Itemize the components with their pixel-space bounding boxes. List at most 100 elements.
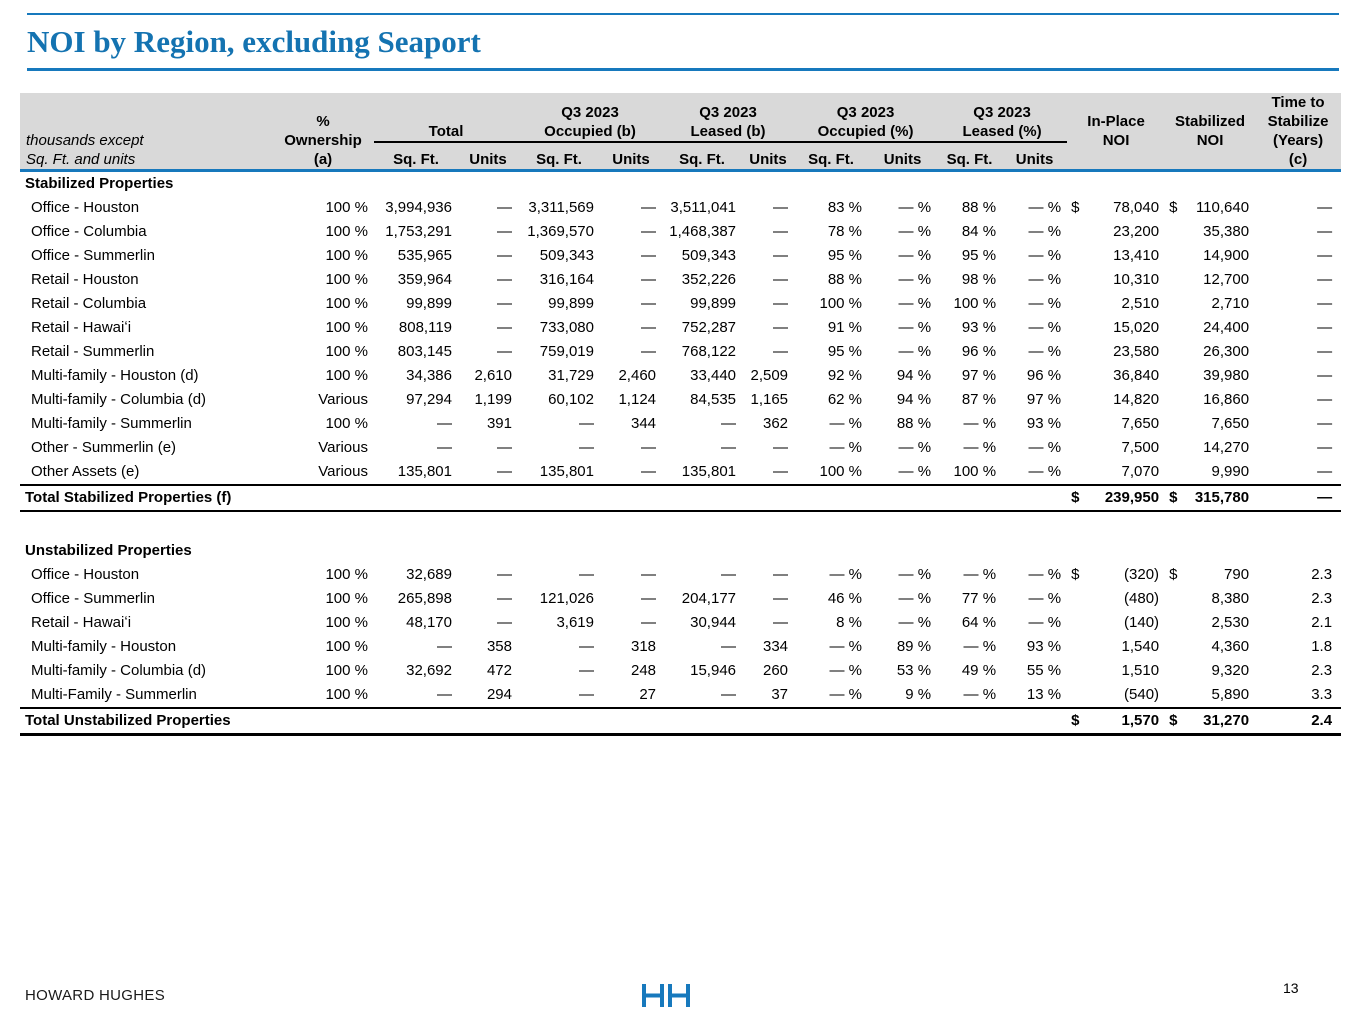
currency-symbol [1071,268,1075,292]
value-cell-6: — [773,343,789,360]
value-cell-2: — [497,343,512,360]
currency-symbol [1071,412,1075,436]
currency-symbol [1071,436,1075,460]
value-cell-6: — [773,590,789,607]
time-to-stabilize-cell: 2.3 [1311,662,1333,679]
value-cell-1: 135,801 [397,463,452,480]
value-cell-5: 15,946 [690,662,737,679]
value-cell-8: — % [898,566,932,583]
value-cell-5: — [721,638,737,655]
value-cell-1: — [437,415,452,432]
property-label: Office - Columbia [31,223,147,240]
noi-value: 110,640 [1195,199,1250,216]
currency-symbol [1169,683,1173,707]
value-cell-10: 93 % [1026,415,1062,432]
value-cell-6: 260 [763,662,789,679]
property-label: Retail - Columbia [31,295,147,312]
currency-symbol [1071,364,1075,388]
total-stabilized-noi-cell: $315,780 [1165,484,1256,512]
total-inplace-noi-cell: $1,570 [1067,707,1166,736]
property-label: Multi-Family - Summerlin [31,686,197,703]
property-label: Retail - Houston [31,271,139,288]
currency-symbol [1071,460,1075,484]
value-cell-1: — [437,439,452,456]
currency-symbol [1071,611,1075,635]
value-cell-5: 752,287 [681,319,737,336]
stabilized-noi-cell: 14,270 [1165,436,1255,460]
value-cell-8: 94 % [896,391,932,408]
time-to-stabilize-cell: — [1317,199,1333,216]
stabilized-noi-cell: 4,360 [1165,635,1255,659]
value-cell-0: Various [318,391,368,408]
value-cell-3: — [579,686,594,703]
noi-value: 35,380 [1203,223,1250,240]
value-cell-1: — [437,686,452,703]
time-to-stabilize-cell: 2.3 [1311,590,1333,607]
value-cell-10: — % [1028,319,1062,336]
value-cell-5: 352,226 [681,271,737,288]
value-cell-7: 92 % [827,367,863,384]
stabilized-noi-cell: 2,530 [1165,611,1255,635]
value-cell-8: — % [898,343,932,360]
currency-symbol [1071,220,1075,244]
value-cell-5: 30,944 [690,614,737,631]
col-subheader-sqft: Sq. Ft. [662,142,743,172]
table-row: Retail - Columbia 100 % 99,899 — 99,899 — 99,8… [20,292,1341,316]
value-cell-9: 97 % [961,367,997,384]
value-cell-9: — % [963,566,997,583]
time-to-stabilize-cell: — [1317,343,1333,360]
value-cell-3: 509,343 [539,247,594,264]
value-cell-1: 1,753,291 [385,223,452,240]
value-cell-0: 100 % [325,295,368,312]
value-cell-10: — % [1028,614,1062,631]
value-cell-8: — % [898,295,932,312]
value-cell-1: 34,386 [406,367,452,384]
value-cell-1: 535,965 [397,247,452,264]
time-to-stabilize-cell: — [1317,463,1333,480]
noi-value: 315,780 [1194,489,1250,506]
value-cell-3: 3,311,569 [528,199,594,216]
stabilized-noi-cell: $790 [1165,563,1255,587]
value-cell-5: 99,899 [690,295,737,312]
value-cell-4: — [641,566,657,583]
property-label: Retail - Summerlin [31,343,155,360]
currency-symbol: $ [1169,199,1178,216]
value-cell-5: 509,343 [681,247,737,264]
stabilized-noi-cell: 16,860 [1165,388,1255,412]
noi-value: 12,700 [1203,271,1250,288]
table-header: thousands except Sq. Ft. and units % Own… [20,93,1342,172]
value-cell-7: 91 % [827,319,863,336]
time-to-stabilize-cell: 1.8 [1311,638,1333,655]
noi-value: 24,400 [1203,319,1250,336]
stabilized-noi-cell: 2,710 [1165,292,1255,316]
currency-symbol [1169,268,1173,292]
value-cell-3: 31,729 [548,367,594,384]
total-label: Total Stabilized Properties (f) [20,484,1068,512]
property-label: Multi-family - Columbia (d) [31,662,207,679]
value-cell-3: 316,164 [539,271,594,288]
value-cell-7: — % [829,415,863,432]
value-cell-4: — [641,614,657,631]
value-cell-6: 2,509 [750,367,789,384]
col-header-ownership: % Ownership (a) [272,93,374,172]
table-row: Other - Summerlin (e) Various — — — — — — — % — %… [20,436,1341,460]
value-cell-3: — [579,439,594,456]
value-cell-8: — % [898,199,932,216]
currency-symbol [1169,220,1173,244]
currency-symbol [1071,244,1075,268]
value-cell-9: 49 % [961,662,997,679]
value-cell-4: — [641,463,657,480]
value-cell-10: — % [1028,271,1062,288]
value-cell-10: 13 % [1026,686,1062,703]
property-label: Retail - Hawaiʻi [31,614,132,631]
noi-value: 8,380 [1211,590,1250,607]
property-label: Office - Houston [31,199,140,216]
value-cell-0: 100 % [325,367,368,384]
value-cell-2: — [497,295,512,312]
value-cell-8: — % [898,463,932,480]
inplace-noi-cell: 10,310 [1067,268,1165,292]
value-cell-4: — [641,271,657,288]
value-cell-7: — % [829,662,863,679]
table-row: Multi-family - Summerlin 100 % — 391 — 344 — 36… [20,412,1341,436]
value-cell-10: — % [1028,590,1062,607]
